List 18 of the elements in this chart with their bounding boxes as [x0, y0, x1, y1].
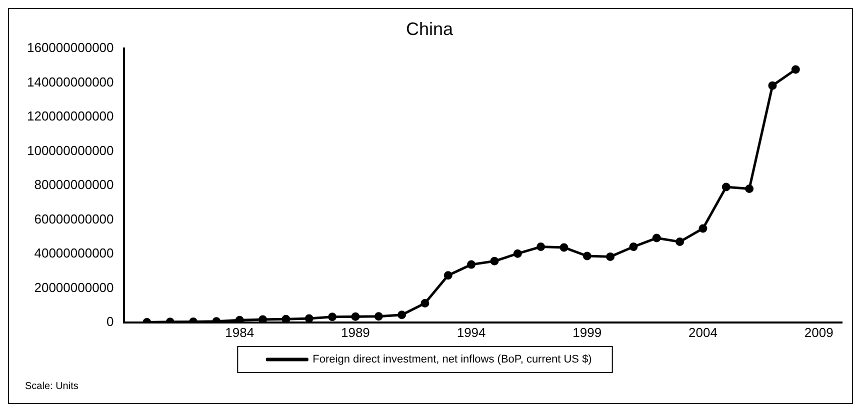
y-tick-label: 0 — [106, 314, 114, 329]
x-tick-label: 1994 — [456, 324, 486, 340]
y-tick-label: 60000000000 — [34, 211, 114, 226]
y-tick-label: 120000000000 — [26, 108, 114, 124]
y-tick-label: 140000000000 — [26, 74, 114, 90]
y-tick-label: 80000000000 — [34, 177, 114, 192]
x-tick-label: 2004 — [688, 324, 718, 340]
chart-title: China — [406, 18, 454, 39]
text: Scale: Units — [25, 381, 78, 392]
x-tick-label: 1999 — [572, 324, 602, 340]
x-tick-label: 1989 — [340, 324, 370, 340]
y-tick-label: 160000000000 — [26, 40, 114, 56]
legend-label: Foreign direct investment, net inflows (BoP, current US $) — [312, 354, 592, 366]
x-tick-label: 1984 — [225, 324, 254, 340]
y-tick-label: 100000000000 — [26, 142, 114, 158]
y-tick-label: 40000000000 — [34, 246, 114, 261]
x-tick-label: 2009 — [804, 324, 834, 340]
y-tick-label: 20000000000 — [34, 280, 114, 295]
